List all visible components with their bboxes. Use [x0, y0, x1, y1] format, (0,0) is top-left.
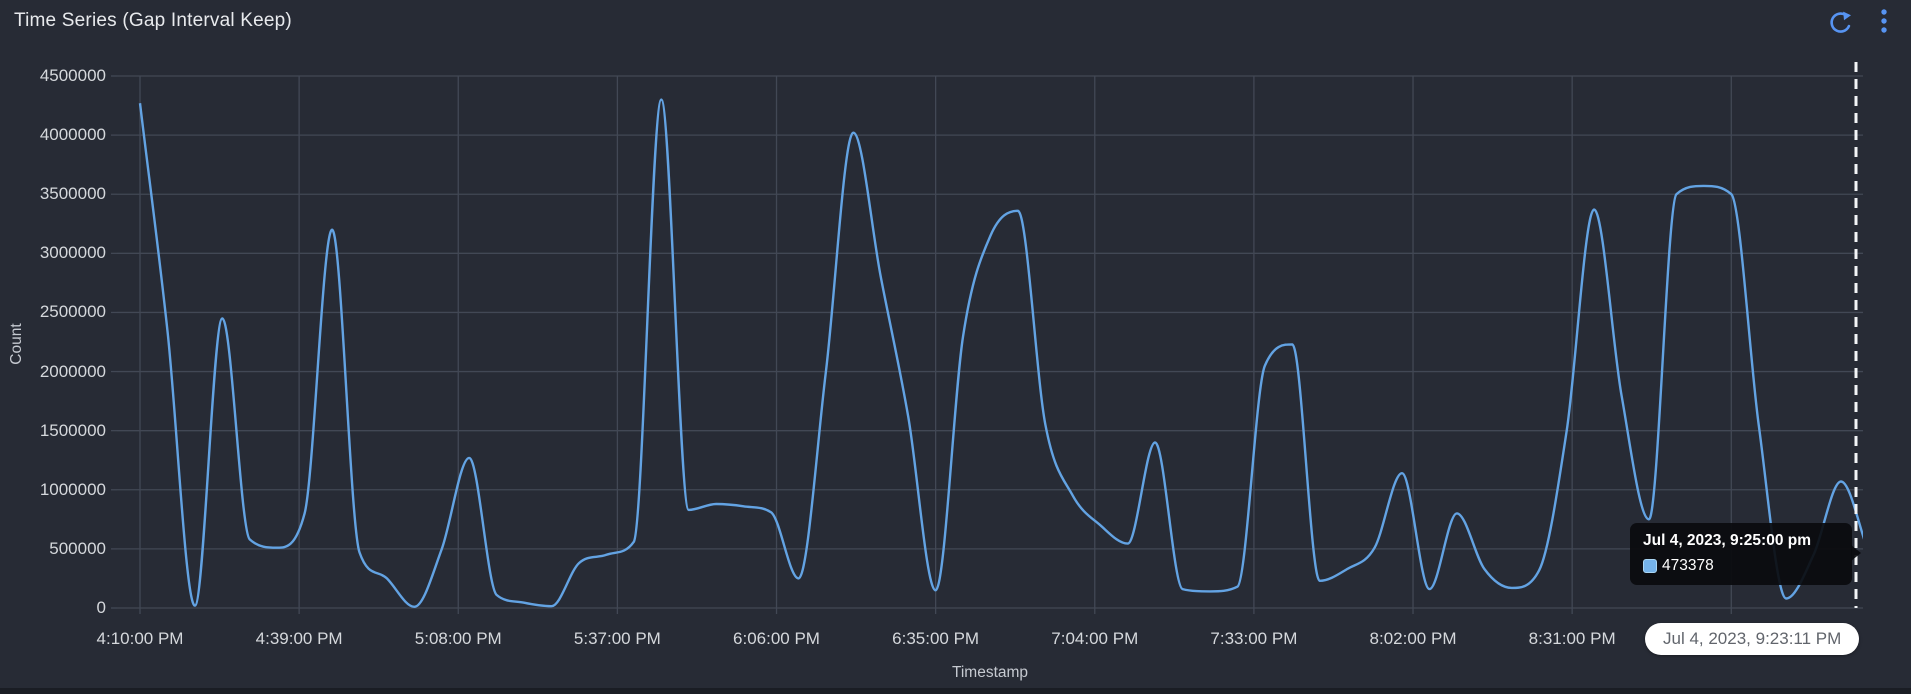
kebab-menu-icon — [1881, 9, 1887, 33]
refresh-button[interactable] — [1825, 6, 1855, 40]
page-title: Time Series (Gap Interval Keep) — [14, 10, 292, 31]
refresh-icon — [1830, 11, 1851, 33]
x-tick-label: 7:33:00 PM — [1210, 629, 1298, 648]
series-swatch-icon — [1643, 559, 1657, 573]
cursor-time-pill[interactable]: Jul 4, 2023, 9:23:11 PM — [1645, 623, 1860, 655]
y-tick-label: 1500000 — [39, 420, 106, 440]
series-line — [138, 98, 1863, 608]
x-tick-label: 8:02:00 PM — [1369, 629, 1457, 648]
y-tick-label: 4000000 — [39, 125, 106, 145]
tooltip-timestamp: Jul 4, 2023, 9:25:00 pm — [1643, 532, 1812, 549]
y-tick-label: 4500000 — [39, 66, 106, 85]
y-tick-label: 2000000 — [39, 361, 106, 381]
tooltip-value: 473378 — [1662, 557, 1714, 574]
x-tick-label: 4:10:00 PM — [96, 629, 184, 648]
x-tick-label: 8:31:00 PM — [1528, 629, 1616, 648]
x-tick-label: 5:08:00 PM — [414, 629, 502, 648]
tooltip-arrow — [1851, 545, 1861, 561]
y-tick-label: 3000000 — [39, 243, 106, 263]
x-tick-label: 6:06:00 PM — [733, 629, 820, 648]
x-tick-label: 4:39:00 PM — [255, 629, 343, 648]
panel-toolbar — [1825, 6, 1899, 40]
y-tick-label: 3500000 — [39, 184, 106, 204]
y-tick-label: 1000000 — [39, 479, 106, 499]
y-tick-label: 2500000 — [39, 302, 106, 322]
panel-bottom-edge — [0, 688, 1911, 694]
x-tick-label: 6:35:00 PM — [892, 629, 980, 648]
y-tick-label: 0 — [96, 598, 106, 617]
x-tick-label: 5:37:00 PM — [573, 629, 661, 648]
chart-tooltip: Jul 4, 2023, 9:25:00 pm 473378 — [1630, 523, 1861, 585]
x-tick-label: 7:04:00 PM — [1051, 629, 1139, 648]
y-tick-label: 500000 — [49, 538, 106, 558]
x-axis-title: Timestamp — [951, 664, 1029, 681]
kebab-menu-button[interactable] — [1869, 6, 1899, 40]
